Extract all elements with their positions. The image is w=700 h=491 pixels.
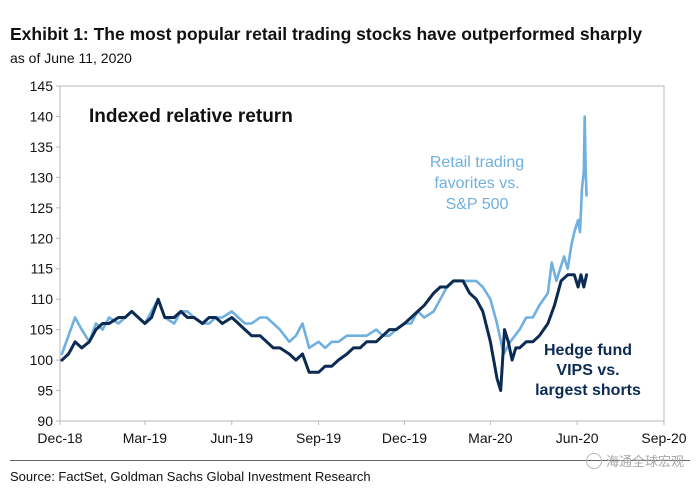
source-note: Source: FactSet, Goldman Sachs Global In… — [10, 469, 371, 484]
source-divider — [10, 460, 690, 461]
y-tick-label: 120 — [30, 230, 54, 246]
series-layer — [60, 115, 589, 392]
x-tick-label: Dec-19 — [382, 430, 427, 446]
x-axis: Dec-18 Mar-19 Jun-19 Sep-19 Dec-19 Mar-20 Jun-… — [37, 421, 687, 446]
retail-series-label-line1: Retail trading — [430, 154, 524, 171]
y-tick-label: 135 — [30, 139, 54, 155]
exhibit-title: Exhibit 1: The most popular retail tradi… — [10, 24, 643, 44]
retail-series-label-line2: favorites vs. — [434, 175, 519, 192]
y-tick-label: 95 — [37, 383, 53, 399]
y-tick-label: 105 — [30, 322, 54, 338]
chart-title: Indexed relative return — [89, 106, 293, 127]
x-tick-label: Jun-19 — [210, 430, 253, 446]
x-tick-label: Mar-20 — [468, 430, 513, 446]
wechat-icon — [585, 452, 602, 469]
x-tick-label: Jun-20 — [556, 430, 599, 446]
watermark: 海通全球宏观 — [585, 451, 684, 470]
hedge-series-label-line3: largest shorts — [535, 382, 641, 399]
x-tick-label: Mar-19 — [123, 430, 168, 446]
y-tick-label: 125 — [30, 200, 54, 216]
y-tick-label: 110 — [31, 291, 54, 307]
y-tick-label: 100 — [30, 352, 54, 368]
x-tick-label: Dec-18 — [37, 430, 82, 446]
y-tick-label: 140 — [30, 108, 54, 124]
y-tick-label: 130 — [30, 169, 54, 185]
watermark-text: 海通全球宏观 — [605, 454, 684, 469]
y-axis: 90 95 100 105 110 115 120 125 130 135 140 145 — [30, 78, 60, 429]
x-tick-label: Sep-19 — [296, 430, 341, 446]
y-tick-label: 115 — [31, 261, 54, 277]
exhibit-subtitle: as of June 11, 2020 — [10, 50, 132, 66]
hedge-series-label-line1: Hedge fund — [544, 342, 632, 359]
retail-series-label-line3: S&P 500 — [446, 196, 509, 213]
y-tick-label: 90 — [37, 413, 53, 429]
hedge-fund-vips-line — [60, 273, 589, 392]
plot-frame — [59, 85, 665, 422]
y-tick-label: 145 — [30, 78, 54, 94]
x-tick-label: Sep-20 — [641, 430, 686, 446]
hedge-series-label-line2: VIPS vs. — [556, 362, 619, 379]
